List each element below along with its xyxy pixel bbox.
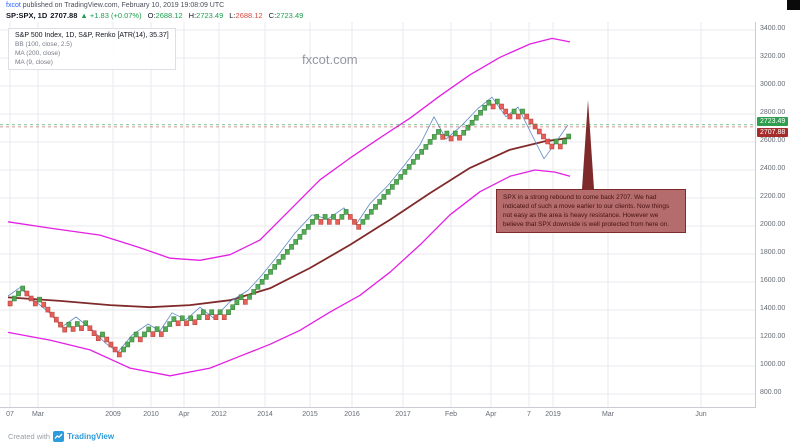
snapshot-header: fxcot published on TradingView.com, Febr… [0,0,800,22]
price-tick: 1400.00 [760,305,786,312]
time-tick: 2014 [257,411,273,418]
corner-mark [787,0,800,10]
price-tick: 800.00 [760,389,782,396]
symbol-label: SP:SPX, 1D [6,11,48,20]
price-tick: 1000.00 [760,361,786,368]
time-tick: 2010 [143,411,159,418]
legend-item-bb: BB (100, close, 2.5) [15,41,73,48]
chart-title: S&P 500 Index, 1D, S&P, Renko [ATR(14), … [15,32,169,39]
open-label: O: [147,11,156,20]
high-value: 2723.49 [196,11,224,20]
close-label: C: [268,11,277,20]
time-tick: 2017 [395,411,411,418]
price-tick: 2800.00 [760,109,786,116]
callout-pointer-spike [582,100,594,189]
tradingview-brand-link[interactable]: TradingView [67,431,115,441]
legend-item-ma9: MA (9, close) [15,59,53,66]
price-tick: 2000.00 [760,221,786,228]
price-tick: 2600.00 [760,137,786,144]
time-tick: Mar [601,411,615,418]
watermark-text: fxcot.com [302,52,358,67]
publisher-link[interactable]: fxcot [6,2,21,9]
price-tick: 2200.00 [760,193,786,200]
created-with-text: Created with [8,431,51,441]
close-value: 2723.49 [276,11,304,20]
time-tick: 07 [6,411,14,418]
annotation-callout: SPX in a strong rebound to come back 270… [496,189,686,234]
indicator-legend: S&P 500 Index, 1D, S&P, Renko [ATR(14), … [8,28,176,70]
attribution-footer: Created with TradingView [8,429,114,443]
axis-borders [0,22,756,408]
high-label: H: [188,11,197,20]
time-tick: 7 [527,411,531,418]
ma9-line [7,96,569,353]
time-tick: 2016 [344,411,360,418]
time-tick: 2015 [302,411,318,418]
open-value: 2688.12 [155,11,183,20]
last-price-label: 2707.88 [757,128,789,137]
time-tick: Jun [695,411,707,418]
low-label: L: [229,11,236,20]
last-price-text: 2707.88 [50,11,78,20]
price-tick: 2400.00 [760,165,786,172]
price-tick: 1600.00 [760,277,786,284]
time-tick: Feb [444,411,458,418]
grid-lines [0,22,756,408]
time-tick: Apr [485,411,497,418]
bollinger-upper-line [7,37,571,261]
publish-info: fxcot published on TradingView.com, Febr… [6,2,224,9]
bollinger-lower-line [7,169,571,377]
time-tick: 2009 [105,411,121,418]
price-tick: 3200.00 [760,53,786,60]
ma200-line [7,136,571,309]
time-axis: 07 Mar 2009 2010 Apr 2012 2014 2015 2016 2017 Feb A… [0,408,756,424]
price-tick: 1200.00 [760,333,786,340]
renko-bricks [7,98,572,358]
price-axis: 3400.00 3200.00 3000.00 2800.00 2600.00 2400.… [756,22,800,408]
price-tick: 3000.00 [760,81,786,88]
tradingview-logo-icon[interactable] [53,430,65,442]
time-tick: 2012 [211,411,227,418]
time-tick: 2019 [545,411,561,418]
publish-text: published on TradingView.com, February 1… [20,2,225,9]
price-tick: 1800.00 [760,249,786,256]
time-tick: Mar [31,411,45,418]
time-tick: Apr [178,411,190,418]
last-price-label: 2723.49 [757,117,789,126]
low-value: 2688.12 [235,11,263,20]
price-tick: 3400.00 [760,25,786,32]
symbol-info-line: SP:SPX, 1D 2707.88 ▲ +1.83 (+0.07%) O:2688.… [6,11,306,20]
legend-item-ma200: MA (200, close) [15,50,61,57]
price-change: ▲ +1.83 (+0.07%) [80,11,142,20]
